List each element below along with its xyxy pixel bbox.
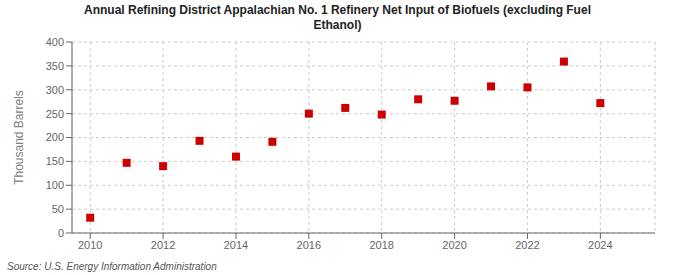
svg-text:2024: 2024 xyxy=(588,239,612,251)
svg-text:2014: 2014 xyxy=(224,239,248,251)
svg-text:300: 300 xyxy=(46,84,64,96)
svg-text:100: 100 xyxy=(46,179,64,191)
svg-text:250: 250 xyxy=(46,108,64,120)
svg-text:2012: 2012 xyxy=(151,239,175,251)
svg-text:2018: 2018 xyxy=(369,239,393,251)
svg-text:200: 200 xyxy=(46,131,64,143)
svg-text:0: 0 xyxy=(58,227,64,239)
svg-text:2020: 2020 xyxy=(442,239,466,251)
svg-text:400: 400 xyxy=(46,36,64,48)
svg-text:150: 150 xyxy=(46,155,64,167)
html-text:Source: U.S. Energy Informatio: Source: U.S. Energy Information Administ… xyxy=(7,261,217,272)
svg-text:Thousand Barrels: Thousand Barrels xyxy=(12,90,26,185)
svg-text:2010: 2010 xyxy=(78,239,102,251)
svg-text:350: 350 xyxy=(46,60,64,72)
html-text:Annual Refining District Appal: Annual Refining District Appalachian No.… xyxy=(84,3,591,17)
svg-text:50: 50 xyxy=(52,203,64,215)
svg-text:2016: 2016 xyxy=(297,239,321,251)
svg-text:2022: 2022 xyxy=(515,239,539,251)
html-text:Ethanol): Ethanol) xyxy=(313,18,362,32)
